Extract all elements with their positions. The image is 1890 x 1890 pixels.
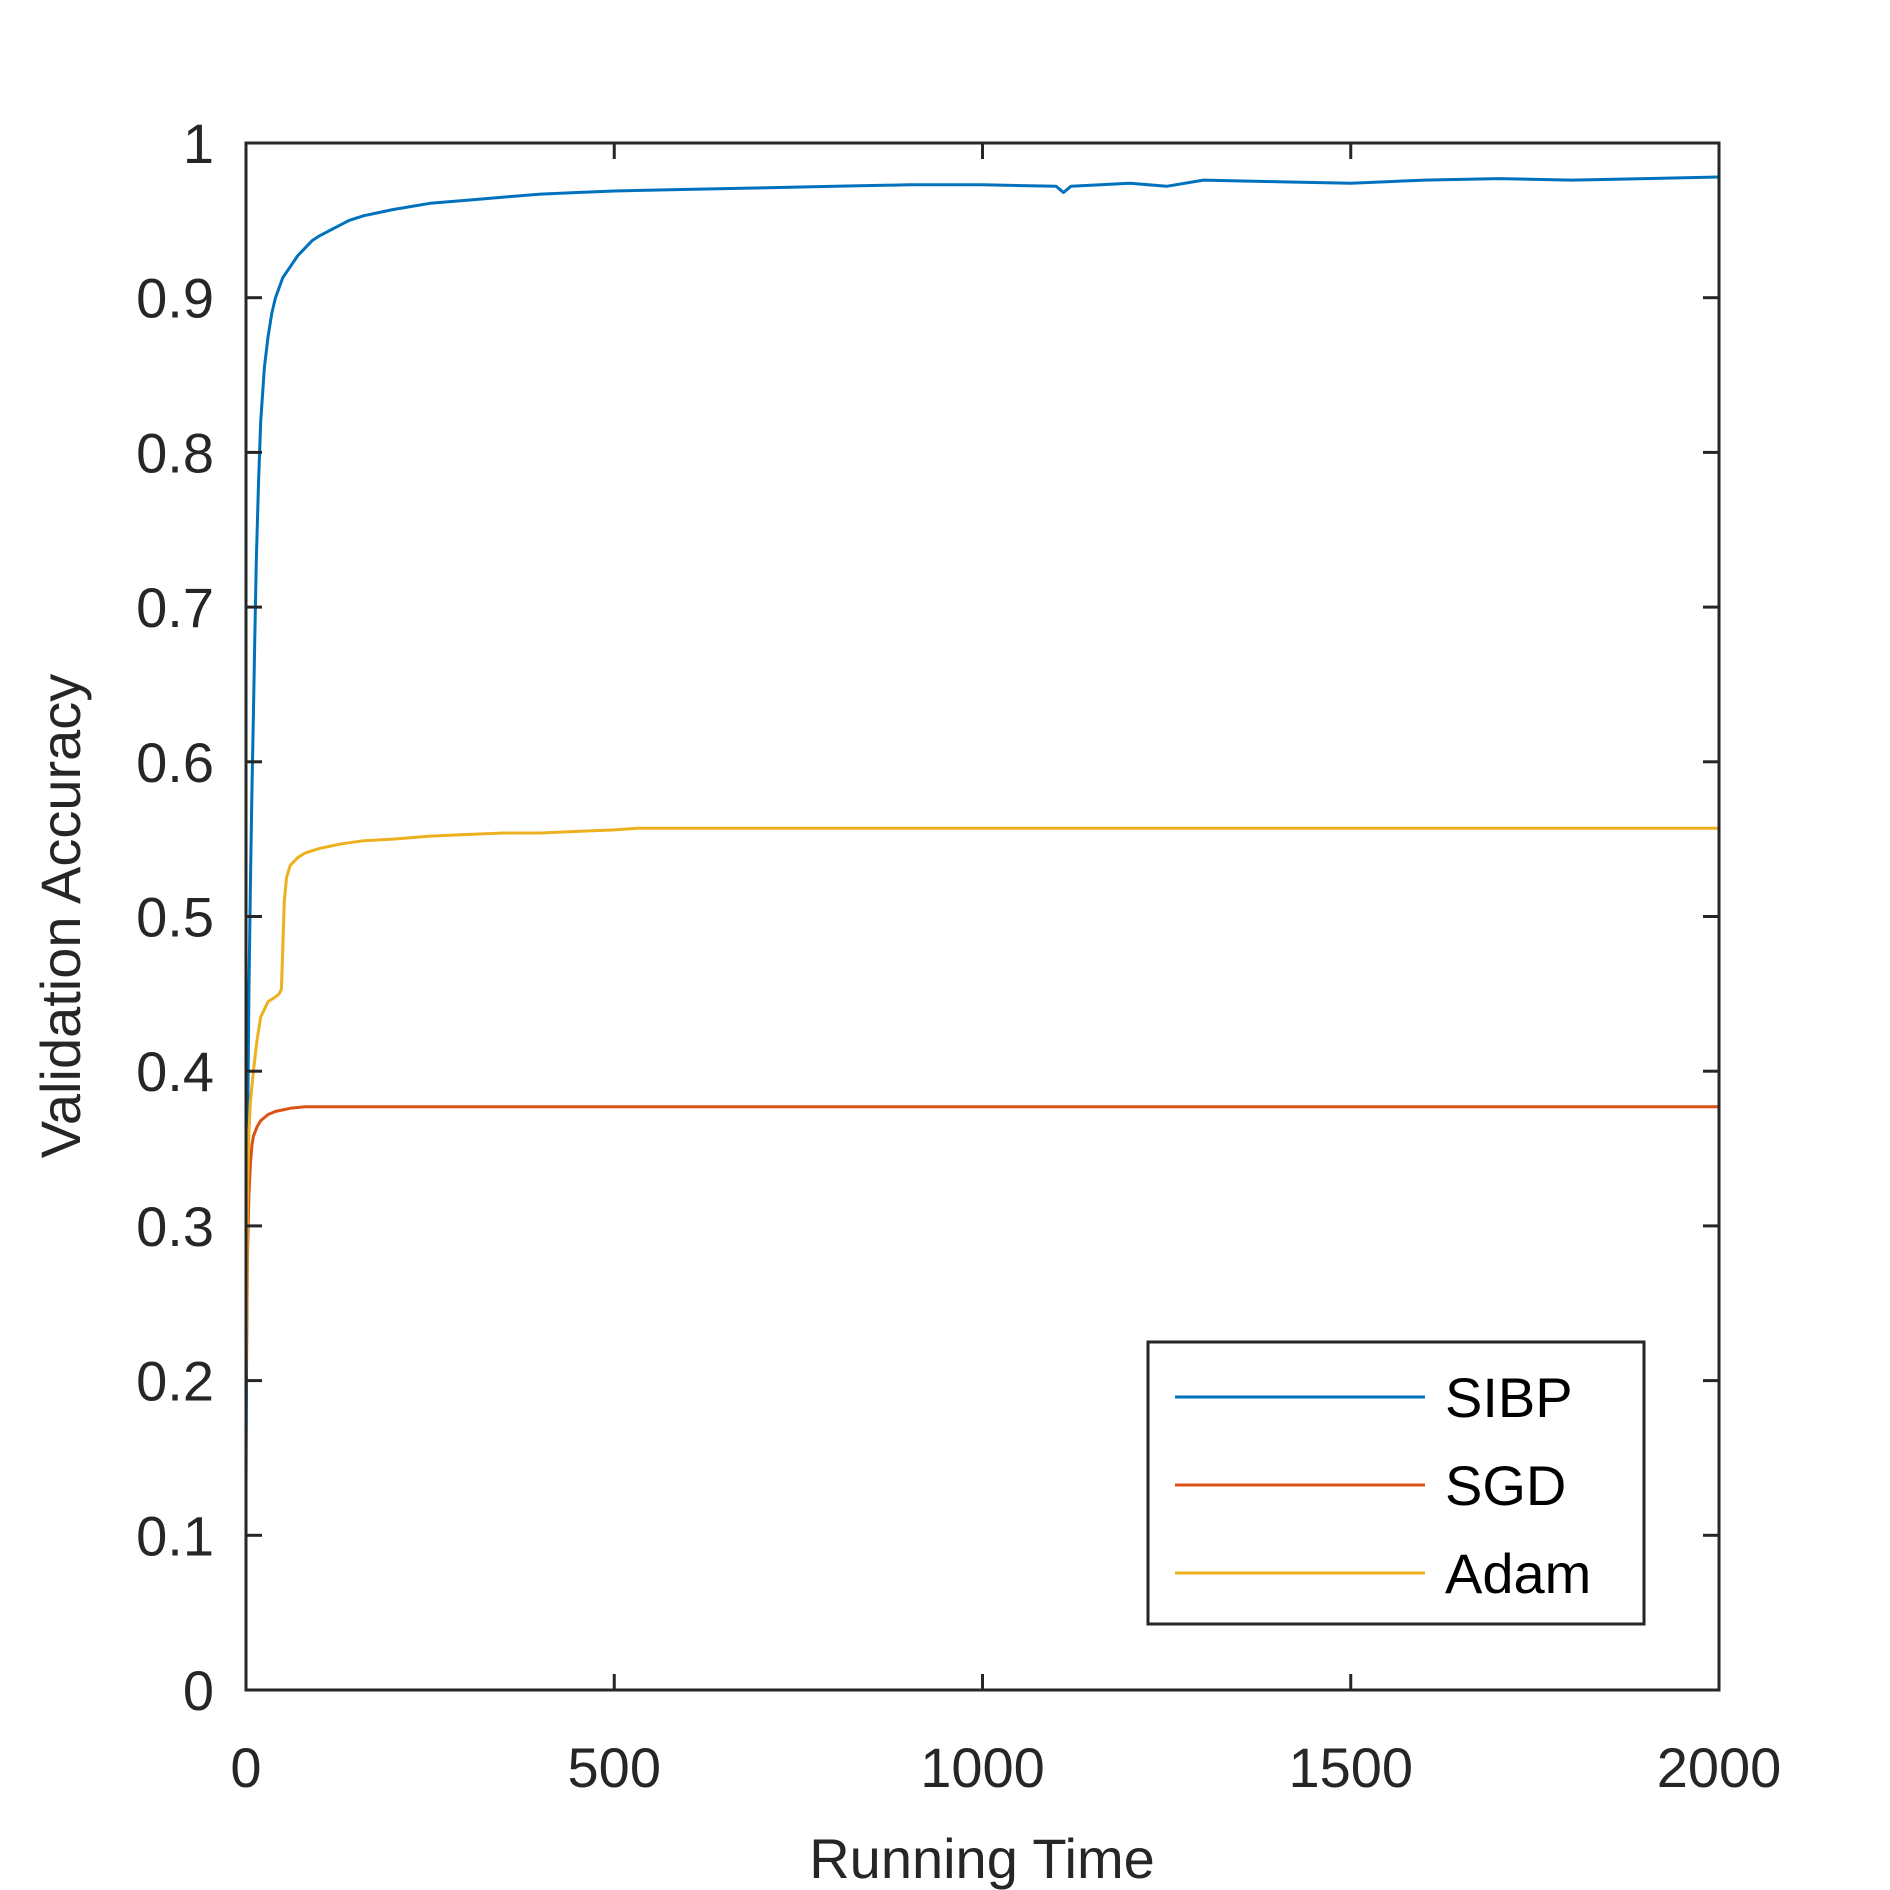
legend: SIBP SGD Adam [1146,1340,1646,1626]
y-tick-label: 0.7 [136,576,214,639]
x-tick-label: 1500 [1288,1736,1413,1799]
x-tick-label: 1000 [920,1736,1045,1799]
series-line-sgd [244,1105,1719,1397]
y-tick-label: 0.4 [136,1040,214,1103]
x-axis: 0 500 1000 1500 2000 [230,143,1781,1799]
legend-box [1146,1340,1646,1626]
series-layer [244,175,1720,1489]
x-tick-label: 2000 [1657,1736,1782,1799]
y-axis: 0 0.1 0.2 0.3 0.4 0.5 0.6 0.7 0.8 0.9 1 [136,112,1719,1722]
y-tick-label: 0.8 [136,421,214,484]
y-tick-label: 1 [183,112,214,175]
x-tick-label: 500 [568,1736,661,1799]
y-tick-label: 0 [183,1659,214,1722]
x-tick-label: 0 [230,1736,261,1799]
y-tick-label: 0.5 [136,886,214,949]
y-tick-label: 0.3 [136,1195,214,1258]
series-line-adam [244,826,1719,1381]
series-line-sibp [244,175,1720,1489]
y-tick-label: 0.2 [136,1350,214,1413]
legend-label-adam: Adam [1445,1542,1591,1605]
legend-label-sibp: SIBP [1445,1366,1573,1429]
y-axis-title: Validation Accuracy [29,674,92,1159]
y-tick-label: 0.6 [136,731,214,794]
y-tick-label: 0.1 [136,1504,214,1567]
legend-label-sgd: SGD [1445,1454,1566,1517]
y-tick-label: 0.9 [136,267,214,330]
x-axis-title: Running Time [809,1827,1155,1890]
